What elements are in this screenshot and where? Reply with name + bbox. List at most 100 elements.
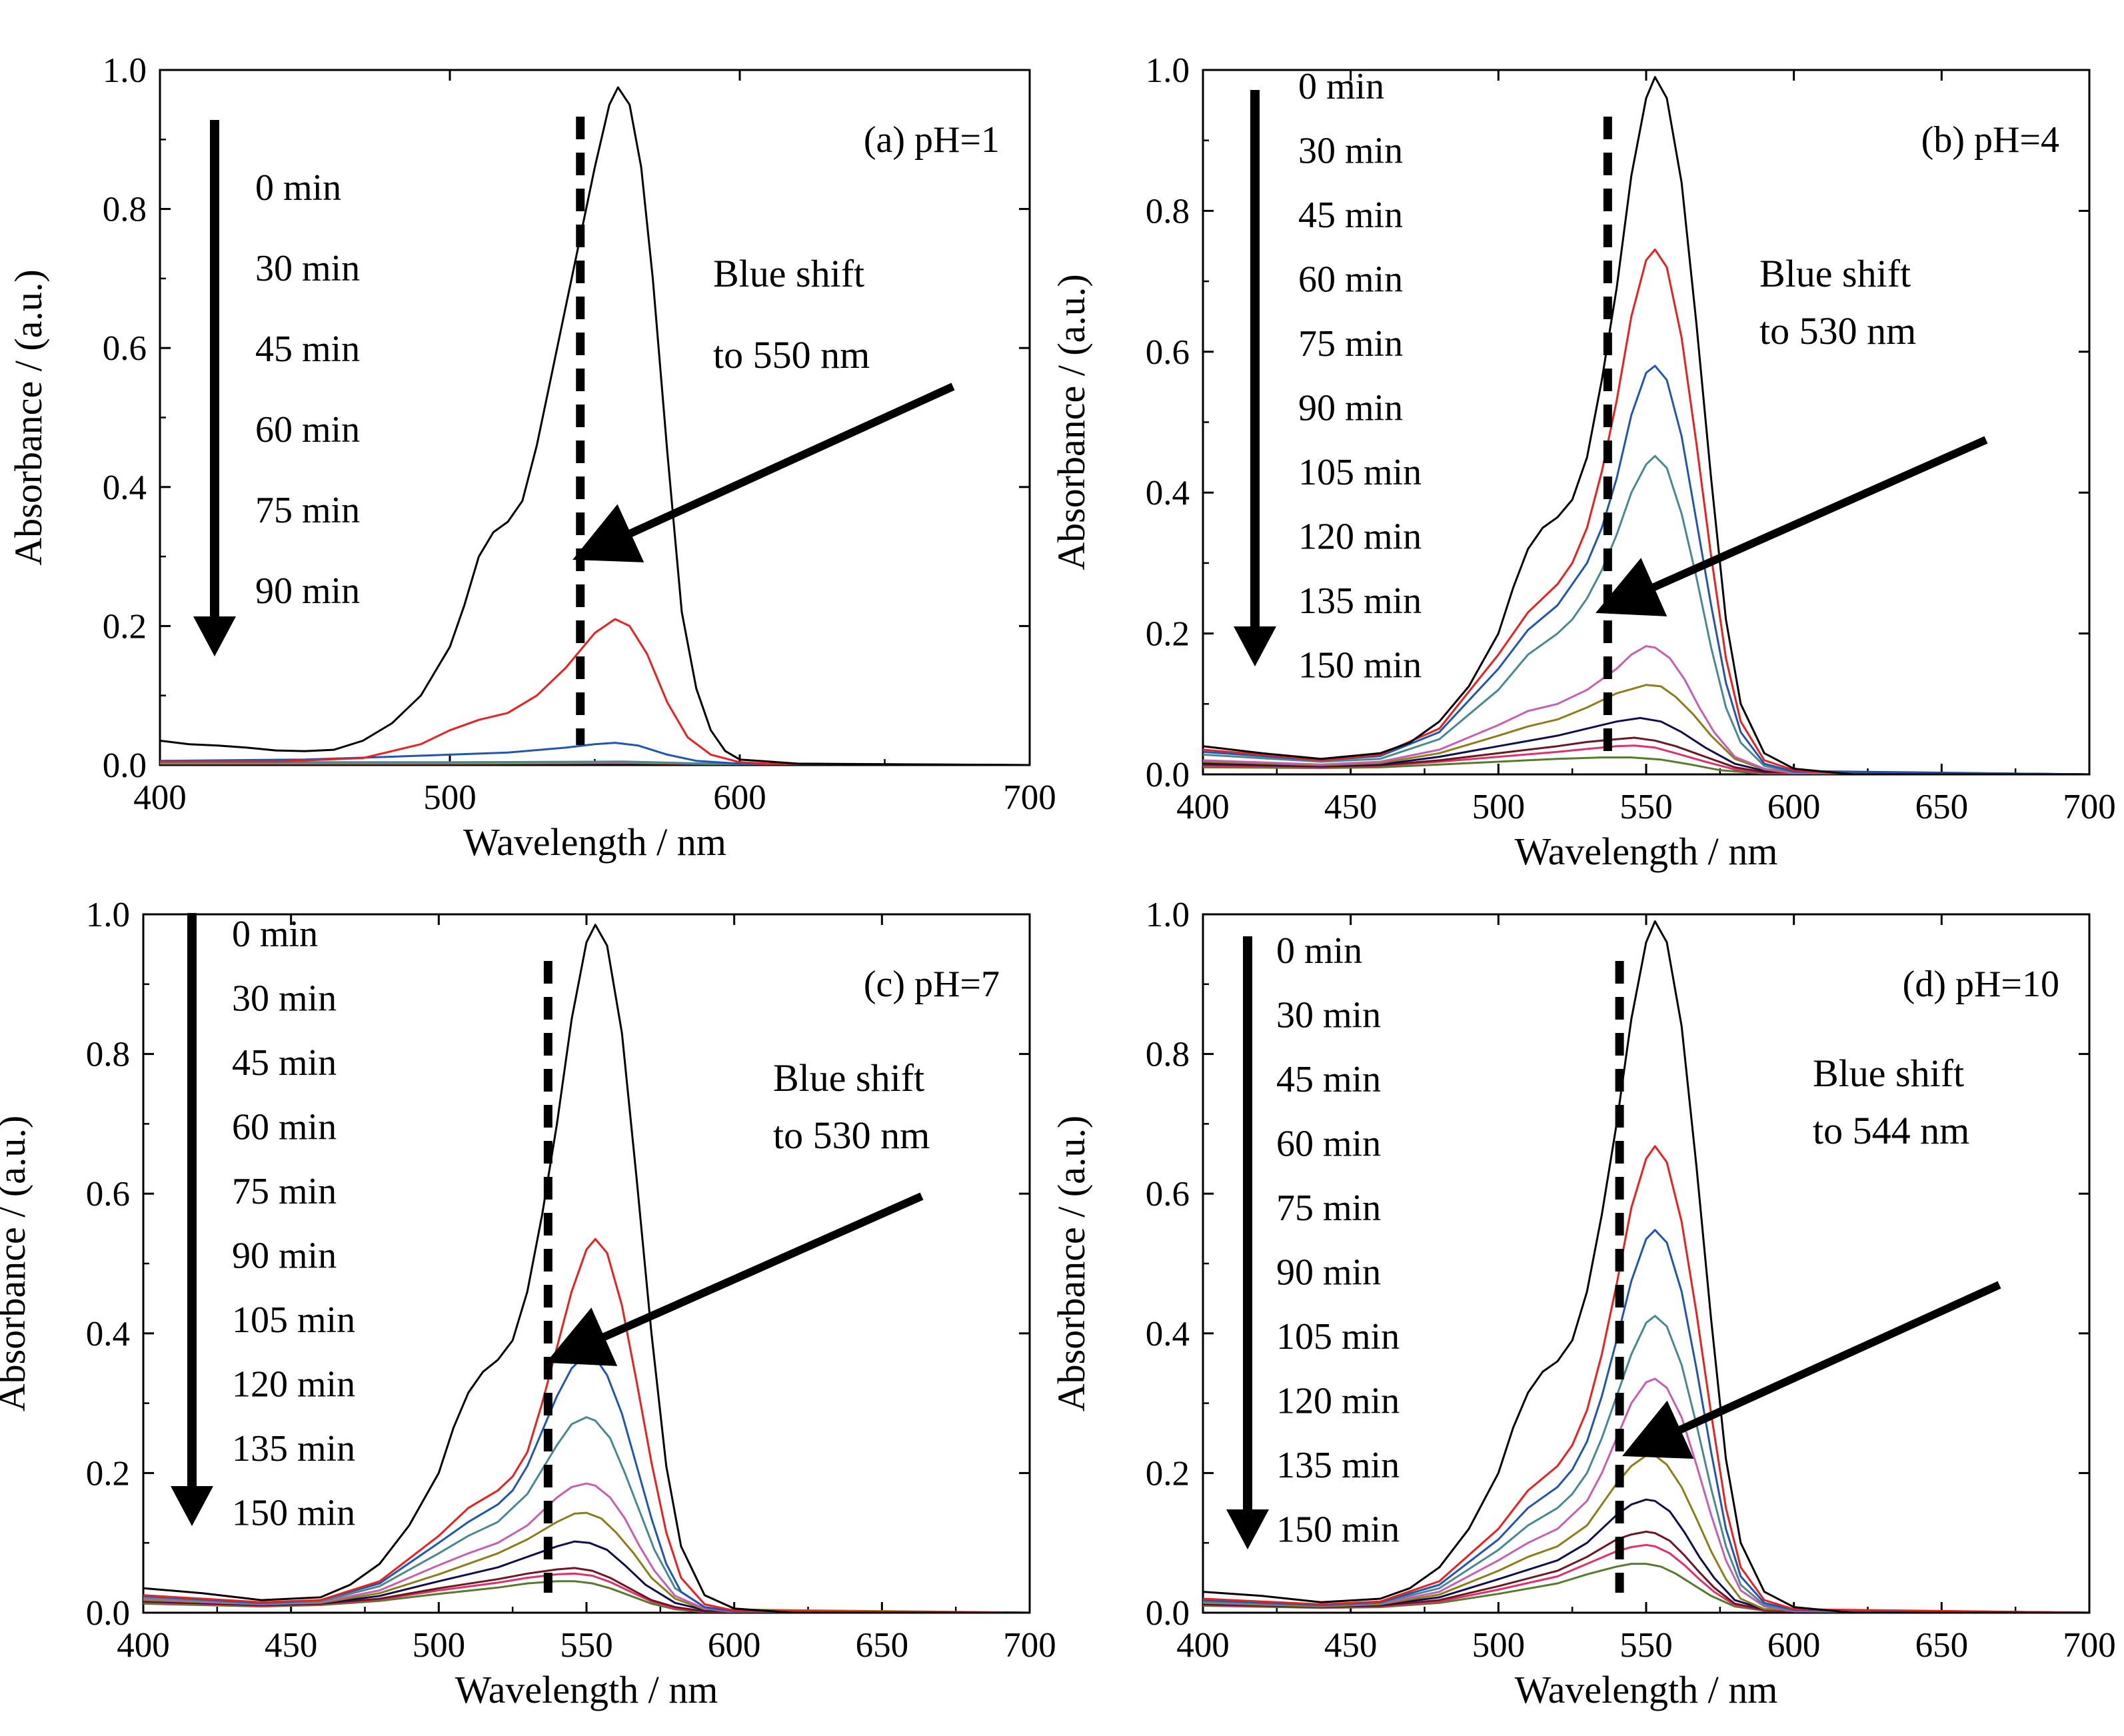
y-tick-label: 0.2	[103, 607, 147, 646]
x-tick-label: 400	[133, 778, 187, 817]
shift-annotation: Blue shift	[1813, 1052, 1964, 1095]
legend-entry: 90 min	[1298, 388, 1403, 429]
y-axis-label: Absorbance / (a.u.)	[7, 269, 50, 566]
series-line	[143, 1567, 1030, 1613]
legend-entry: 45 min	[232, 1042, 337, 1084]
x-tick-label: 600	[708, 1626, 761, 1665]
series-line	[143, 1416, 1030, 1613]
y-tick-label: 0.4	[103, 468, 147, 507]
y-tick-label: 0.8	[1146, 1036, 1190, 1074]
y-axis-label: Absorbance / (a.u.)	[1050, 274, 1093, 570]
series-line	[1203, 1229, 2089, 1613]
x-axis-label: Wavelength / nm	[1515, 1668, 1778, 1711]
series-line	[1203, 920, 2089, 1613]
chart-panel: 400 450 500 550 600 650 700 0.0 0.2 0.4 0.6 0.8 1.0 W…	[1050, 51, 2116, 873]
legend-entry: 45 min	[1298, 195, 1403, 236]
series-line	[1203, 684, 2089, 774]
x-tick-label: 650	[856, 1626, 909, 1665]
series-line	[1203, 76, 2089, 774]
legend-entry: 45 min	[255, 329, 360, 370]
series-line	[143, 924, 1030, 1613]
y-tick-label: 0.8	[86, 1036, 130, 1074]
y-axis-label: Absorbance / (a.u.)	[1050, 1116, 1093, 1412]
y-tick-label: 1.0	[103, 51, 147, 90]
x-tick-label: 500	[413, 1626, 466, 1665]
series-group	[160, 86, 1030, 765]
x-tick-label: 600	[1767, 788, 1821, 826]
series-line	[160, 742, 1030, 765]
series-line	[1203, 365, 2089, 774]
legend-entry: 30 min	[1276, 995, 1381, 1036]
series-line	[143, 1482, 1030, 1613]
legend-entry: 150 min	[1276, 1509, 1400, 1551]
series-line	[143, 1511, 1030, 1613]
legend-entry: 60 min	[232, 1107, 337, 1148]
y-tick-label: 0.4	[1146, 1315, 1190, 1353]
series-line	[1203, 1145, 2089, 1613]
y-tick-label: 0.2	[86, 1454, 130, 1493]
legend-entry: 60 min	[255, 409, 360, 450]
x-tick-label: 500	[1472, 788, 1526, 826]
legend-entry: 135 min	[1276, 1445, 1400, 1486]
panel-label: (a) pH=1	[864, 119, 1000, 161]
x-axis-label: Wavelength / nm	[455, 1668, 718, 1711]
x-tick-label: 500	[1472, 1626, 1526, 1665]
series-line	[1203, 1377, 2089, 1613]
y-tick-label: 0.4	[86, 1315, 130, 1353]
legend-entry: 135 min	[1298, 580, 1422, 622]
series-group	[1203, 76, 2089, 774]
legend-entry: 0 min	[255, 167, 341, 209]
x-tick-label: 550	[560, 1626, 613, 1665]
legend-entry: 75 min	[255, 490, 360, 531]
chart-panel: 400 500 600 700 0.0 0.2 0.4 0.6 0.8 1.0 Wavelength…	[7, 51, 1056, 864]
y-tick-label: 0.6	[103, 329, 147, 368]
series-line	[160, 86, 1030, 765]
legend-entry: 30 min	[255, 248, 360, 289]
legend-entry: 105 min	[232, 1300, 355, 1341]
x-tick-label: 450	[1324, 788, 1378, 826]
chart-panel: 400 450 500 550 600 650 700 0.0 0.2 0.4 0.6 0.8 1.0 W…	[0, 896, 1056, 1711]
legend-entry: 75 min	[232, 1171, 337, 1212]
panel-label: (b) pH=4	[1921, 119, 2059, 161]
legend-entry: 0 min	[232, 914, 318, 955]
legend-entry: 120 min	[232, 1364, 355, 1405]
y-tick-label: 1.0	[86, 896, 130, 934]
series-line	[1203, 645, 2089, 774]
panel-label: (c) pH=7	[864, 964, 1000, 1005]
legend-entry: 90 min	[232, 1236, 337, 1277]
legend-entry: 135 min	[232, 1428, 355, 1469]
legend-entry: 45 min	[1276, 1059, 1381, 1100]
series-line	[1203, 1543, 2089, 1613]
legend-entry: 105 min	[1298, 452, 1422, 493]
series-line	[143, 1353, 1030, 1613]
series-line	[1203, 1498, 2089, 1613]
legend-entry: 0 min	[1298, 66, 1384, 107]
time-arrow-head	[193, 616, 236, 656]
legend-entry: 120 min	[1298, 516, 1422, 558]
legend-entry: 150 min	[1298, 645, 1422, 686]
y-tick-label: 0.6	[1146, 333, 1190, 372]
series-line	[143, 1540, 1030, 1613]
legend-entry: 0 min	[1276, 930, 1362, 972]
legend-entry: 120 min	[1276, 1381, 1400, 1422]
time-arrow-head	[171, 1486, 213, 1526]
legend-entry: 90 min	[1276, 1252, 1381, 1294]
shift-annotation: to 530 nm	[1759, 309, 1916, 353]
y-tick-label: 1.0	[1146, 51, 1190, 90]
x-tick-label: 550	[1619, 788, 1673, 826]
legend-entry: 60 min	[1276, 1124, 1381, 1165]
x-tick-label: 600	[713, 778, 766, 817]
y-tick-label: 0.0	[86, 1594, 130, 1633]
x-axis-label: Wavelength / nm	[463, 820, 726, 864]
x-tick-label: 400	[1176, 788, 1230, 826]
legend-entry: 105 min	[1276, 1316, 1400, 1357]
y-tick-label: 0.8	[1146, 192, 1190, 231]
shift-annotation: Blue shift	[773, 1056, 924, 1100]
x-tick-label: 450	[265, 1626, 318, 1665]
chart-panel: 400 450 500 550 600 650 700 0.0 0.2 0.4 0.6 0.8 1.0 W…	[1050, 896, 2116, 1711]
y-tick-label: 0.6	[86, 1175, 130, 1214]
series-line	[1203, 1315, 2089, 1613]
series-line	[143, 1580, 1030, 1613]
shift-annotation: to 550 nm	[713, 333, 870, 377]
